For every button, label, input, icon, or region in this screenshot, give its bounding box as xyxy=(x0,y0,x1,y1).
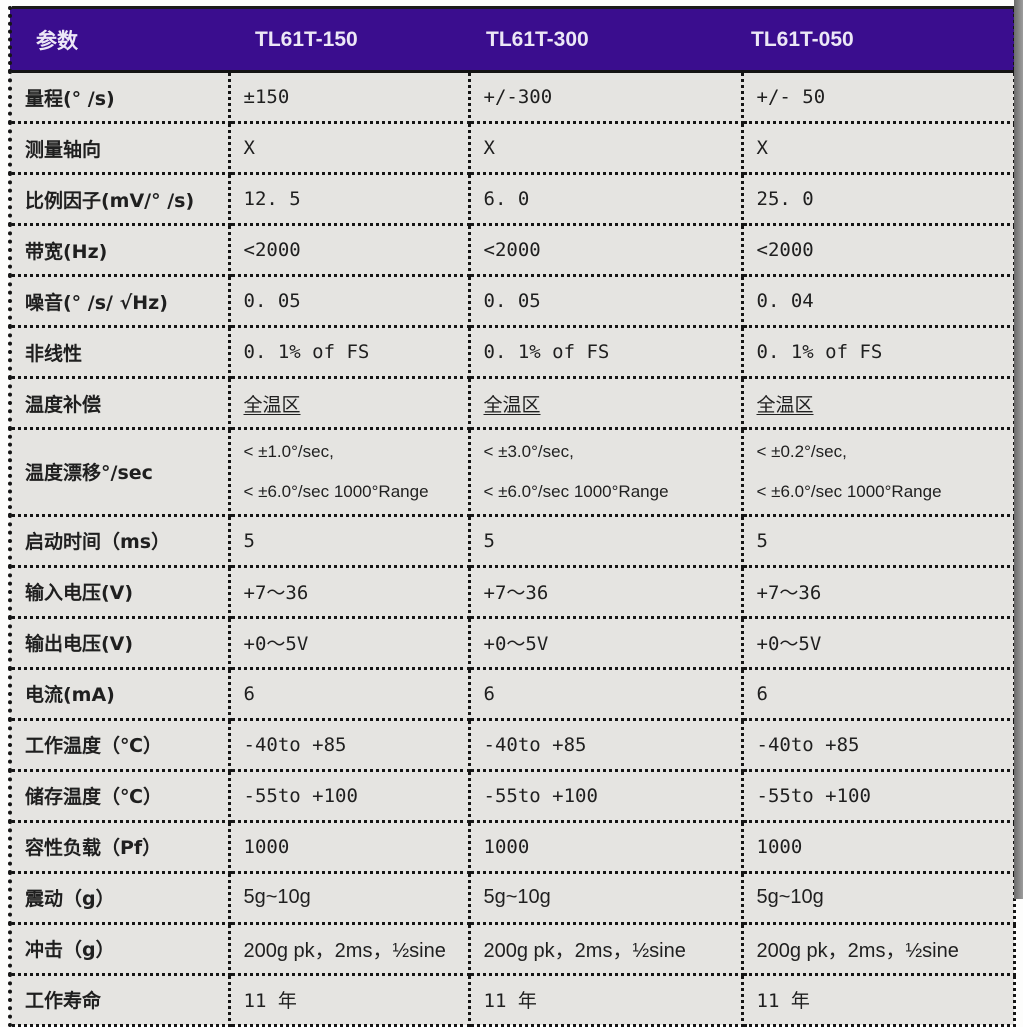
spec-value: 5g~10g xyxy=(467,870,744,925)
param-label: 量程(° /s) xyxy=(8,70,231,124)
table-row: 输入电压(V) +7～36 +7～36 +7～36 xyxy=(8,564,1016,619)
spec-value: X xyxy=(467,121,744,175)
param-label: 温度漂移°/sec xyxy=(8,427,231,517)
spec-value: X xyxy=(227,121,471,175)
header-cell-model: TL61T-300 xyxy=(469,6,742,73)
param-label: 噪音(° /s/ √Hz) xyxy=(8,274,231,328)
spec-value: 0. 1% of FS xyxy=(740,325,1016,379)
table-row: 带宽(Hz) <2000 <2000 <2000 xyxy=(8,223,1016,277)
table-row: 容性负载（Pf） 1000 1000 1000 xyxy=(8,819,1016,874)
spec-value: +0～5V xyxy=(740,615,1016,670)
spec-value: 5 xyxy=(227,513,471,568)
spec-value: 6 xyxy=(227,666,471,721)
spec-value: 200g pk，2ms，½sine xyxy=(227,921,471,976)
spec-value: 全温区 xyxy=(227,376,471,430)
param-label: 工作温度（℃） xyxy=(8,717,231,772)
spec-value: 5 xyxy=(740,513,1016,568)
spec-value: X xyxy=(740,121,1016,175)
spec-value: -55to +100 xyxy=(467,768,744,823)
param-label: 比例因子(mV/° /s) xyxy=(8,172,231,226)
table-row: 冲击（g） 200g pk，2ms，½sine 200g pk，2ms，½sine 2… xyxy=(8,921,1016,976)
table-row: 工作温度（℃） -40to +85 -40to +85 -40to +85 xyxy=(8,717,1016,772)
spec-value: 6. 0 xyxy=(467,172,744,226)
table-row: 输出电压(V) +0～5V +0～5V +0～5V xyxy=(8,615,1016,670)
spec-value: < ±0.2°/sec, < ±6.0°/sec 1000°Range xyxy=(740,427,1016,517)
table-row: 温度补偿 全温区 全温区 全温区 xyxy=(8,376,1016,430)
param-label: 电流(mA) xyxy=(8,666,231,721)
spec-value: 5 xyxy=(467,513,744,568)
spec-value: 5g~10g xyxy=(740,870,1016,925)
spec-value: +/-300 xyxy=(467,70,744,124)
param-label: 工作寿命 xyxy=(8,972,231,1027)
table-row: 电流(mA) 6 6 6 xyxy=(8,666,1016,721)
spec-value: 6 xyxy=(740,666,1016,721)
spec-value: 200g pk，2ms，½sine xyxy=(740,921,1016,976)
spec-value: < ±3.0°/sec, < ±6.0°/sec 1000°Range xyxy=(467,427,744,517)
spec-value: 0. 04 xyxy=(740,274,1016,328)
table-header: 参数 TL61T-150 TL61T-300 TL61T-050 xyxy=(10,6,1014,73)
table-body: 量程(° /s) ±150 +/-300 +/- 50 测量轴向 X X X 比例因子(mV/°… xyxy=(8,70,1016,1027)
spec-value: 25. 0 xyxy=(740,172,1016,226)
table-row: 非线性 0. 1% of FS 0. 1% of FS 0. 1% of FS xyxy=(8,325,1016,379)
spec-value: 0. 1% of FS xyxy=(227,325,471,379)
param-label: 容性负载（Pf） xyxy=(8,819,231,874)
spec-value: 200g pk，2ms，½sine xyxy=(467,921,744,976)
spec-value: -40to +85 xyxy=(227,717,471,772)
spec-value: 11 年 xyxy=(467,972,744,1027)
spec-value: -40to +85 xyxy=(467,717,744,772)
spec-value: ±150 xyxy=(227,70,471,124)
spec-value: 0. 05 xyxy=(467,274,744,328)
spec-value: 全温区 xyxy=(740,376,1016,430)
table-row: 测量轴向 X X X xyxy=(8,121,1016,175)
param-label: 震动（g） xyxy=(8,870,231,925)
spec-value: 6 xyxy=(467,666,744,721)
table-row: 温度漂移°/sec < ±1.0°/sec, < ±6.0°/sec 1000°R… xyxy=(8,427,1016,517)
table-row: 比例因子(mV/° /s) 12. 5 6. 0 25. 0 xyxy=(8,172,1016,226)
spec-value: 5g~10g xyxy=(227,870,471,925)
spec-value: +7～36 xyxy=(227,564,471,619)
param-label: 冲击（g） xyxy=(8,921,231,976)
param-label: 带宽(Hz) xyxy=(8,223,231,277)
spec-value: +/- 50 xyxy=(740,70,1016,124)
spec-value: < ±1.0°/sec, < ±6.0°/sec 1000°Range xyxy=(227,427,471,517)
spec-value: 0. 1% of FS xyxy=(467,325,744,379)
spec-value: <2000 xyxy=(467,223,744,277)
spec-value: -55to +100 xyxy=(227,768,471,823)
table-row: 量程(° /s) ±150 +/-300 +/- 50 xyxy=(8,70,1016,124)
param-label: 输出电压(V) xyxy=(8,615,231,670)
param-label: 测量轴向 xyxy=(8,121,231,175)
param-label: 非线性 xyxy=(8,325,231,379)
spec-value: +0～5V xyxy=(467,615,744,670)
param-label: 输入电压(V) xyxy=(8,564,231,619)
spec-value: 11 年 xyxy=(227,972,471,1027)
spec-value: 11 年 xyxy=(740,972,1016,1027)
param-label: 储存温度（℃） xyxy=(8,768,231,823)
spec-value: -55to +100 xyxy=(740,768,1016,823)
header-cell-model: TL61T-150 xyxy=(229,6,469,73)
spec-value: -40to +85 xyxy=(740,717,1016,772)
spec-value: 0. 05 xyxy=(227,274,471,328)
spec-value: +7～36 xyxy=(740,564,1016,619)
table-row: 储存温度（℃） -55to +100 -55to +100 -55to +100 xyxy=(8,768,1016,823)
spec-value: +7～36 xyxy=(467,564,744,619)
spec-value: 1000 xyxy=(227,819,471,874)
param-label: 启动时间（ms） xyxy=(8,513,231,568)
spec-value: <2000 xyxy=(740,223,1016,277)
spec-value: 全温区 xyxy=(467,376,744,430)
table-row: 噪音(° /s/ √Hz) 0. 05 0. 05 0. 04 xyxy=(8,274,1016,328)
table-row: 启动时间（ms） 5 5 5 xyxy=(8,513,1016,568)
page-edge-shadow xyxy=(1014,0,1023,899)
spec-value: 1000 xyxy=(740,819,1016,874)
spec-table: 参数 TL61T-150 TL61T-300 TL61T-050 量程(° /s) ±1… xyxy=(8,6,1016,1027)
header-cell-model: TL61T-050 xyxy=(742,6,1014,73)
table-row: 工作寿命 11 年 11 年 11 年 xyxy=(8,972,1016,1027)
header-cell-parameter: 参数 xyxy=(10,6,229,73)
table-row: 震动（g） 5g~10g 5g~10g 5g~10g xyxy=(8,870,1016,925)
table-header-row: 参数 TL61T-150 TL61T-300 TL61T-050 xyxy=(10,6,1014,73)
param-label: 温度补偿 xyxy=(8,376,231,430)
spec-value: 12. 5 xyxy=(227,172,471,226)
spec-value: 1000 xyxy=(467,819,744,874)
spec-value: <2000 xyxy=(227,223,471,277)
spec-value: +0～5V xyxy=(227,615,471,670)
